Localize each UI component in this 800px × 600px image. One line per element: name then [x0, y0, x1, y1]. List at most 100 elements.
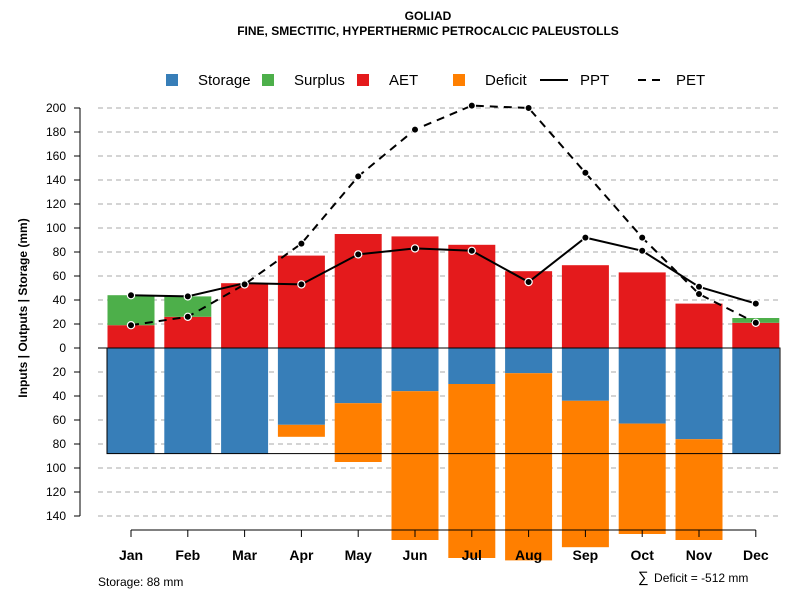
storage-bar-jan — [107, 348, 155, 454]
x-tick-label-may: May — [345, 547, 372, 563]
ppt-point-dec — [751, 299, 761, 308]
gridlines — [98, 107, 780, 517]
deficit-bar-apr — [277, 424, 325, 437]
storage-bar-sep — [561, 348, 609, 401]
sum-symbol: ∑ — [638, 569, 649, 586]
y-tick-label-120: 120 — [46, 197, 66, 211]
aet-bar-feb — [164, 316, 212, 348]
ppt-point-jun — [410, 244, 420, 253]
ppt-point-aug — [524, 277, 533, 287]
y-tick-label-neg-120: 120 — [46, 485, 66, 499]
pet-point-jun — [410, 125, 420, 134]
aet-bar-jul — [448, 244, 496, 348]
ppt-point-jul — [467, 246, 476, 255]
storage-bar-jun — [391, 348, 439, 392]
x-tick-label-oct: Oct — [631, 547, 655, 563]
y-tick-label-neg-20: 20 — [53, 365, 67, 379]
storage-bar-mar — [221, 348, 269, 454]
ppt-point-jan — [126, 291, 136, 300]
deficit-bar-aug — [505, 373, 553, 561]
pet-point-apr — [297, 239, 306, 248]
axes: 0 20 40 60 80 100 120 140 160 180 200 20 40 60 80 100 12… — [46, 101, 769, 563]
aet-bar-jan — [107, 325, 155, 348]
legend-label-storage: Storage — [198, 72, 251, 89]
aet-bar-apr — [277, 255, 325, 348]
lines — [126, 101, 761, 330]
pet-line — [130, 104, 757, 327]
storage-bar-dec — [732, 348, 780, 454]
pet-point-nov — [694, 289, 704, 299]
x-tick-label-dec: Dec — [743, 547, 769, 563]
y-tick-label-neg-60: 60 — [53, 413, 67, 427]
deficit-bar-jun — [391, 391, 439, 540]
ppt-point-nov — [694, 282, 704, 291]
y-tick-label-neg-40: 40 — [53, 389, 67, 403]
storage-bar-jul — [448, 348, 496, 384]
storage-bar-apr — [277, 348, 325, 425]
x-tick-label-nov: Nov — [686, 547, 713, 563]
x-tick-label-aug: Aug — [515, 547, 542, 563]
x-tick-label-sep: Sep — [573, 547, 599, 563]
aet-bar-oct — [618, 272, 666, 348]
storage-bar-oct — [618, 348, 666, 424]
y-axis-label: Inputs | Outputs | Storage (mm) — [16, 218, 30, 397]
legend-label-pet: PET — [676, 72, 705, 89]
pet-point-oct — [638, 233, 647, 242]
legend-swatch-surplus — [262, 74, 274, 86]
y-tick-label-80: 80 — [53, 245, 67, 259]
legend-label-deficit: Deficit — [485, 72, 528, 89]
chart-subtitle: FINE, SMECTITIC, HYPERTHERMIC PETROCALCI… — [237, 24, 619, 38]
surplus-bar-jan — [107, 295, 155, 326]
ppt-point-may — [354, 250, 363, 259]
storage-capacity-box — [106, 347, 781, 455]
legend-swatch-deficit — [453, 74, 465, 86]
bars — [107, 234, 780, 561]
deficit-bar-oct — [618, 423, 666, 534]
overlays — [98, 347, 781, 455]
deficit-footer: ∑ Deficit = -512 mm — [638, 569, 748, 586]
x-tick-label-apr: Apr — [289, 547, 314, 563]
ppt-point-apr — [297, 280, 306, 289]
storage-bar-may — [334, 348, 382, 404]
y-tick-label-180: 180 — [46, 125, 66, 139]
pet-point-dec — [751, 318, 761, 327]
x-tick-label-jan: Jan — [119, 547, 143, 563]
aet-bar-sep — [561, 265, 609, 348]
aet-bar-dec — [732, 322, 780, 348]
legend-label-surplus: Surplus — [294, 72, 345, 89]
legend-swatch-aet — [357, 74, 369, 86]
y-tick-label-140: 140 — [46, 173, 66, 187]
y-tick-label-neg-80: 80 — [53, 437, 67, 451]
y-tick-label-160: 160 — [46, 149, 66, 163]
y-tick-label-20: 20 — [53, 317, 67, 331]
y-tick-label-100: 100 — [46, 221, 66, 235]
ppt-line — [130, 236, 757, 305]
pet-point-aug — [524, 103, 533, 113]
y-tick-label-neg-140: 140 — [46, 509, 66, 523]
storage-bar-feb — [164, 348, 212, 454]
deficit-bar-sep — [561, 400, 609, 548]
chart-title: GOLIAD — [405, 9, 452, 23]
deficit-footer-label: Deficit = -512 mm — [654, 571, 748, 585]
pet-point-jan — [126, 321, 136, 330]
x-tick-label-jun: Jun — [403, 547, 428, 563]
deficit-bar-may — [334, 403, 382, 462]
storage-bar-aug — [505, 348, 553, 374]
pet-point-feb — [183, 312, 192, 321]
ppt-point-sep — [581, 233, 590, 242]
legend-label-aet: AET — [389, 72, 418, 89]
storage-footer: Storage: 88 mm — [98, 575, 183, 589]
deficit-bar-nov — [675, 439, 723, 540]
y-tick-label-40: 40 — [53, 293, 67, 307]
x-tick-label-mar: Mar — [232, 547, 257, 563]
y-tick-label-0: 0 — [59, 341, 66, 355]
y-tick-label-neg-100: 100 — [46, 461, 66, 475]
x-tick-label-jul: Jul — [462, 547, 482, 563]
legend-swatch-storage — [166, 74, 178, 86]
surplus-bar-feb — [164, 296, 212, 317]
pet-point-may — [354, 172, 363, 181]
y-tick-label-60: 60 — [53, 269, 67, 283]
legend: Storage Surplus AET Deficit PPT PET — [166, 72, 705, 89]
ppt-point-feb — [183, 292, 192, 301]
